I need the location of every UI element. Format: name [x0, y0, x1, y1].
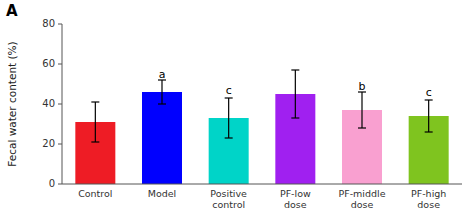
x-tick-label: PF-highdose: [411, 188, 446, 210]
y-tick: [58, 24, 62, 25]
title: A: [6, 2, 18, 20]
y-tick-label: 80: [42, 18, 55, 29]
x-tick-label: PF-middledose: [338, 188, 385, 210]
y-tick-label: 60: [42, 58, 55, 69]
error-bar: [425, 100, 433, 132]
x-tick-label: PF-lowdose: [280, 188, 311, 210]
error-bar: [225, 98, 233, 138]
y-tick: [58, 144, 62, 145]
y-tick: [58, 64, 62, 65]
y-tick-label: 20: [42, 138, 55, 149]
bars: [75, 70, 448, 184]
y-tick: [58, 104, 62, 105]
x-axis: [62, 184, 462, 185]
y-axis: [62, 24, 63, 184]
significance-label: c: [426, 86, 432, 99]
y-axis-label: Fecal water content (%): [6, 41, 18, 166]
chart: 0 20 40 60 80 Control Model Positivecontrol PF-l…: [0, 0, 474, 220]
significance-label: c: [226, 84, 232, 97]
chart-container: 0 20 40 60 80 Control Model Positivecontrol PF-l…: [0, 0, 474, 220]
bar: [142, 92, 182, 184]
x-tick-label: Positivecontrol: [210, 188, 247, 210]
x-tick-label: Model: [148, 188, 177, 199]
error-bar: [358, 92, 366, 128]
error-bar: [91, 102, 99, 142]
significance-label: a: [159, 68, 166, 81]
significance-label: b: [359, 80, 366, 93]
y-tick: [58, 184, 62, 185]
error-bar: [158, 80, 166, 104]
y-tick-label: 0: [49, 178, 55, 189]
error-bar: [291, 70, 299, 118]
y-tick-label: 40: [42, 98, 55, 109]
x-tick-label: Control: [78, 188, 112, 199]
